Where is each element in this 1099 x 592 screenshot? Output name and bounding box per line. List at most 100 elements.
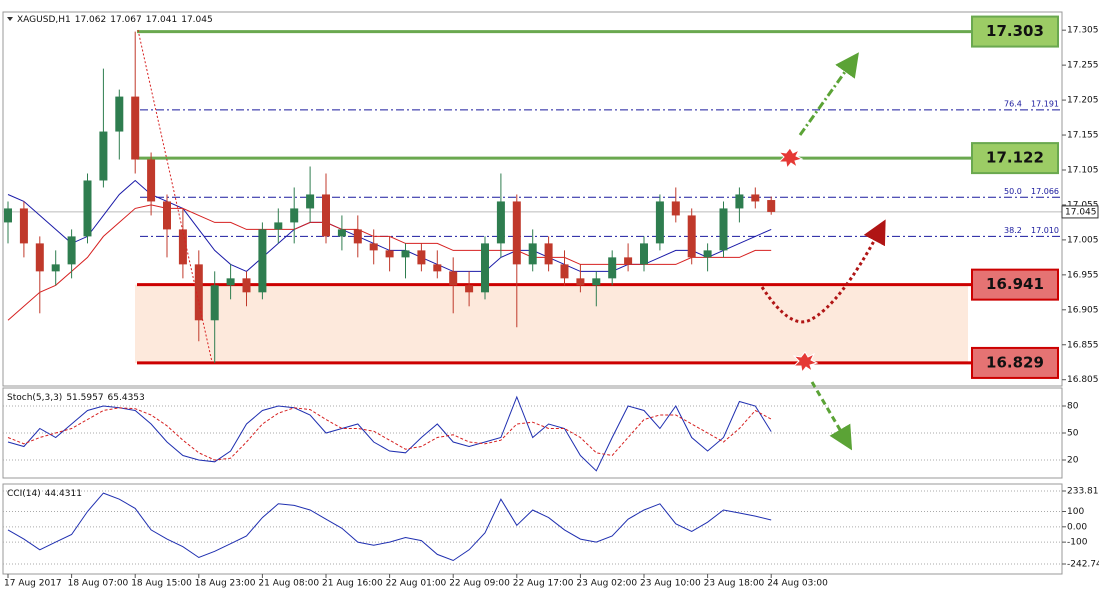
candle-body [528, 243, 537, 265]
y-tick-label: 16.955 [1067, 270, 1099, 280]
header-open: 17.062 [75, 15, 107, 25]
level-box [971, 15, 1059, 48]
main-panel [2, 11, 1063, 387]
y-tick-label: 17.205 [1067, 96, 1099, 106]
y-tick-label: 17.105 [1067, 165, 1099, 175]
level-label: 17.303 [986, 22, 1044, 40]
candle-body [67, 236, 76, 265]
candle-body [496, 201, 505, 244]
level-label: 16.829 [986, 353, 1044, 371]
candle-body [306, 194, 315, 209]
x-tick-label: 23 Aug 18:00 [704, 579, 765, 589]
cci-value: 44.4311 [45, 489, 82, 499]
y-tick-label: 16.855 [1067, 340, 1099, 350]
candle-body [210, 285, 219, 321]
fib-price: 17.066 [1031, 187, 1059, 196]
breakdown-burst [792, 351, 819, 374]
candle-body [512, 201, 521, 265]
level-box [971, 268, 1059, 301]
candle-body [719, 208, 728, 251]
x-tick-label: 22 Aug 17:00 [513, 579, 574, 589]
candle-body [560, 264, 569, 279]
fib-ratio: 76.4 [1004, 99, 1022, 108]
y-tick-label: 0.00 [1067, 522, 1087, 532]
candle-body [194, 264, 203, 321]
y-tick-label: 100 [1067, 507, 1084, 517]
stoch-signal-value: 65.4353 [108, 393, 145, 403]
fib-ratio: 50.0 [1004, 187, 1022, 196]
fib-price: 17.191 [1031, 99, 1059, 108]
annotations: XAGUSD,H1 17.062 17.067 17.041 17.045 Stoch(… [7, 15, 886, 499]
y-tick-label: 17.305 [1067, 26, 1099, 36]
menu-triangle [7, 17, 13, 21]
x-tick-label: 18 Aug 15:00 [131, 579, 192, 589]
y-tick-label: 17.255 [1067, 61, 1099, 71]
candle-body [433, 264, 442, 272]
indicator-line [7, 492, 772, 562]
support-zone [135, 284, 968, 363]
candle-body [131, 96, 140, 160]
indicator-name: Stoch(5,3,3) [7, 393, 62, 403]
candle-body [592, 278, 601, 286]
candle-body [147, 159, 156, 202]
level-label: 16.941 [986, 275, 1044, 293]
candle-body [544, 243, 553, 265]
cci-panel [2, 483, 1063, 575]
fib-price: 17.010 [1031, 226, 1059, 235]
y-tick-label: 80 [1067, 402, 1079, 412]
candle-body [624, 257, 633, 265]
trend-line [137, 29, 213, 363]
candle-body [385, 250, 394, 258]
candle-body [687, 215, 696, 258]
price-tag [1061, 205, 1099, 219]
x-tick-label: 22 Aug 09:00 [449, 579, 510, 589]
y-tick-label: 20 [1067, 456, 1079, 466]
candle-body [576, 278, 585, 286]
candle-body [417, 250, 426, 265]
header-close: 17.045 [181, 15, 213, 25]
candle-body [35, 243, 44, 272]
stoch-main-value: 51.5957 [66, 393, 103, 403]
candle-body [353, 229, 362, 244]
up-arrow [798, 52, 859, 136]
indicator-line [7, 407, 772, 461]
x-tick-label: 23 Aug 10:00 [640, 579, 701, 589]
x-tick-label: 18 Aug 07:00 [68, 579, 129, 589]
x-tick-label: 18 Aug 23:00 [195, 579, 256, 589]
indicator-name: CCI(14) [7, 489, 41, 499]
chart-header: XAGUSD,H1 17.062 17.067 17.041 17.045 [17, 15, 213, 25]
candle-body [322, 194, 330, 237]
candle-body [401, 250, 410, 258]
candle-body [640, 243, 648, 265]
candle-body [465, 285, 474, 293]
cci-header: CCI(14) 44.4311 [7, 489, 82, 499]
candle-body [4, 208, 12, 223]
stoch-header: Stoch(5,3,3) 51.5957 65.4353 [7, 393, 145, 403]
candle-body [449, 271, 458, 286]
candle-body [163, 201, 171, 230]
candle-body [703, 250, 712, 258]
candle-body [369, 243, 378, 251]
candle-body [671, 201, 680, 216]
x-tick-label: 21 Aug 08:00 [258, 579, 319, 589]
candle-body [735, 194, 744, 209]
indicator-line [7, 395, 772, 472]
candle-body [655, 201, 664, 244]
x-tick-label: 24 Aug 03:00 [767, 579, 828, 589]
down-arrow [810, 381, 853, 451]
candle-body [83, 180, 92, 237]
y-tick-label: -242.7437 [1067, 560, 1099, 570]
x-tick-label: 22 Aug 01:00 [386, 579, 447, 589]
candle-body [99, 131, 108, 181]
fib-ratio: 38.2 [1004, 226, 1022, 235]
x-tick-label: 23 Aug 02:00 [576, 579, 637, 589]
candle-body [337, 229, 346, 237]
candle-body [290, 208, 299, 223]
candle-body [19, 208, 28, 244]
x-tick-label: 21 Aug 16:00 [322, 579, 383, 589]
breakout-burst [777, 147, 804, 170]
candle-body [242, 278, 251, 293]
candle-body [481, 243, 489, 293]
